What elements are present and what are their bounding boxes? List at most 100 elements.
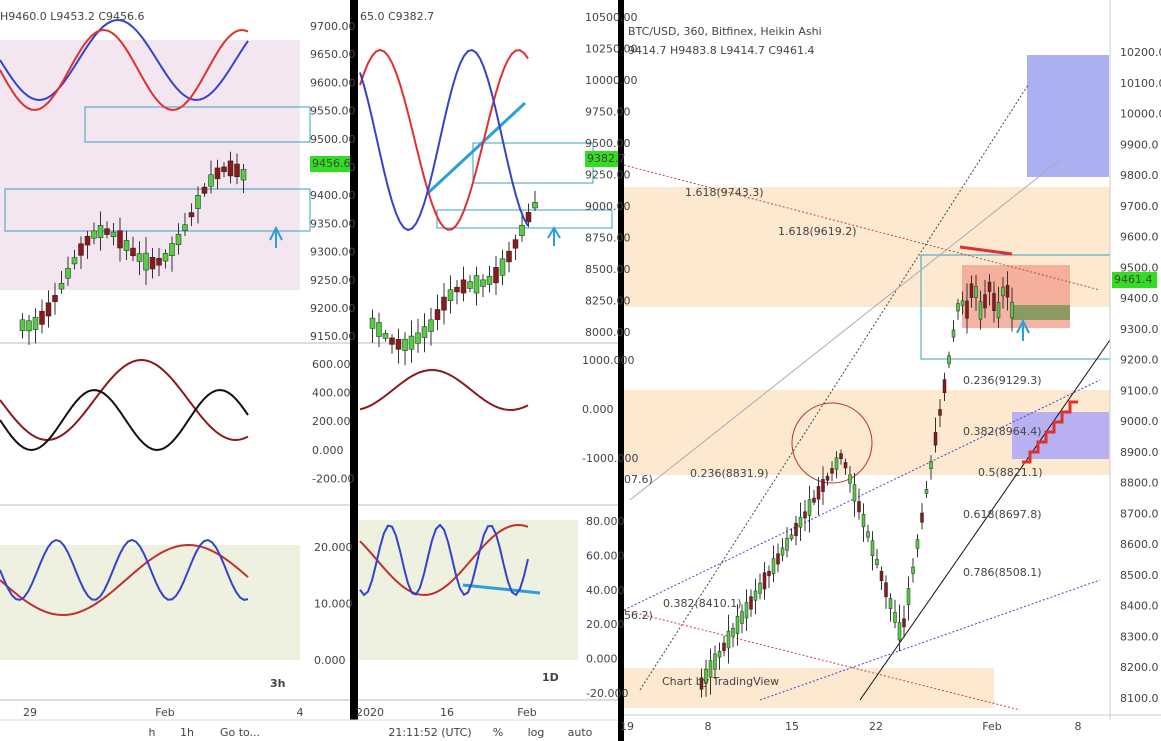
candle xyxy=(875,559,879,566)
fib-label: 0.236(8831.9) xyxy=(690,467,769,480)
candle xyxy=(897,622,902,641)
price-badge xyxy=(585,151,618,167)
indicator xyxy=(0,544,249,616)
candle xyxy=(807,499,812,516)
osc-tick: 200.00 xyxy=(312,415,351,428)
price-tick: 9600.00 xyxy=(310,76,356,89)
candle xyxy=(434,309,441,320)
candle xyxy=(767,570,771,577)
line xyxy=(959,245,1013,256)
candle xyxy=(195,195,201,209)
toolbar-button: log xyxy=(528,726,545,739)
candle xyxy=(97,225,104,238)
candle xyxy=(441,296,447,311)
candle xyxy=(956,303,960,312)
osc-tick: 20.000 xyxy=(586,618,625,631)
time-tick: 8 xyxy=(1075,720,1082,733)
candle xyxy=(884,582,888,598)
candle xyxy=(1001,286,1005,297)
candle xyxy=(19,319,26,331)
candle xyxy=(830,468,834,474)
candle xyxy=(110,231,117,238)
fib-label: 1.618(9619.2) xyxy=(778,225,857,238)
projection xyxy=(1022,400,1078,464)
candle xyxy=(91,230,97,239)
price-tick: 8000.00 xyxy=(585,326,631,339)
price-tick: 9750.00 xyxy=(585,106,631,119)
price-tick: 10000.0 xyxy=(1120,108,1161,121)
candle xyxy=(78,243,84,256)
time-tick: 2020 xyxy=(356,706,384,719)
candle xyxy=(843,462,848,469)
candle xyxy=(532,201,538,209)
fib-label: 56.2) xyxy=(624,609,653,622)
price-tick: 9600.0 xyxy=(1120,231,1159,244)
candle xyxy=(735,615,740,634)
price-tick: 9100.0 xyxy=(1120,384,1159,397)
time-tick: 16 xyxy=(440,706,454,719)
price-tick: 9300.00 xyxy=(310,246,356,259)
indicator xyxy=(359,523,529,597)
box xyxy=(472,142,594,184)
candle xyxy=(1005,285,1010,298)
candle xyxy=(785,537,789,551)
price-tick: 10100.0 xyxy=(1120,77,1161,90)
candle xyxy=(942,379,947,393)
toolbar-button: auto xyxy=(568,726,593,739)
candle xyxy=(888,598,893,609)
price-tick: 9250.00 xyxy=(310,274,356,287)
indicator xyxy=(0,388,249,451)
price-tick: 10000.00 xyxy=(585,74,638,87)
osc-tick: -200.00 xyxy=(312,472,354,485)
line xyxy=(629,159,1061,501)
price-tick: 8300.0 xyxy=(1120,630,1159,643)
candle xyxy=(731,628,735,637)
candle xyxy=(722,642,726,652)
line xyxy=(759,579,1101,701)
candle xyxy=(447,289,454,301)
candle xyxy=(240,169,247,181)
price-tick: 9800.0 xyxy=(1120,169,1159,182)
header: H9460.0 L9453.2 C9456.6 xyxy=(0,10,145,23)
candle xyxy=(415,332,421,344)
price-tick: 8100.0 xyxy=(1120,692,1159,705)
candle xyxy=(906,588,911,605)
candle xyxy=(1010,301,1014,319)
toolbar-button: % xyxy=(493,726,503,739)
price-tick: 9000.0 xyxy=(1120,415,1159,428)
price-tick: 8900.0 xyxy=(1120,446,1159,459)
candle xyxy=(834,457,839,470)
fib-label: 1.618(9743.3) xyxy=(685,186,764,199)
price-tick: 8500.00 xyxy=(585,263,631,276)
fib-label: 0.236(9129.3) xyxy=(963,374,1042,387)
candle xyxy=(480,279,486,287)
candle xyxy=(136,253,143,262)
indicator xyxy=(0,19,249,102)
candle xyxy=(749,596,753,610)
indicator xyxy=(0,538,249,601)
zone xyxy=(1012,305,1070,320)
candle xyxy=(708,660,713,678)
candle xyxy=(753,590,758,601)
candle xyxy=(938,409,942,416)
osc-tick: 0.000 xyxy=(312,444,344,457)
watermark: Chart by TradingView xyxy=(662,675,779,688)
price-tick: 9550.00 xyxy=(310,105,356,118)
candle xyxy=(780,547,785,556)
osc-bg xyxy=(0,545,300,660)
candle xyxy=(382,333,389,339)
candle xyxy=(825,475,830,481)
candle xyxy=(32,317,39,330)
price-tick: 9500.0 xyxy=(1120,261,1159,274)
price-tick: 9200.00 xyxy=(310,302,356,315)
osc-tick: 40.000 xyxy=(586,584,625,597)
osc-tick: 60.000 xyxy=(586,549,625,562)
circle xyxy=(791,402,873,484)
candle xyxy=(915,539,920,549)
candle xyxy=(421,326,428,338)
candle xyxy=(402,338,408,351)
price-tick: 8700.0 xyxy=(1120,507,1159,520)
interval: 3h xyxy=(270,677,286,690)
candle xyxy=(983,294,987,309)
price-tick: 9500.00 xyxy=(310,133,356,146)
